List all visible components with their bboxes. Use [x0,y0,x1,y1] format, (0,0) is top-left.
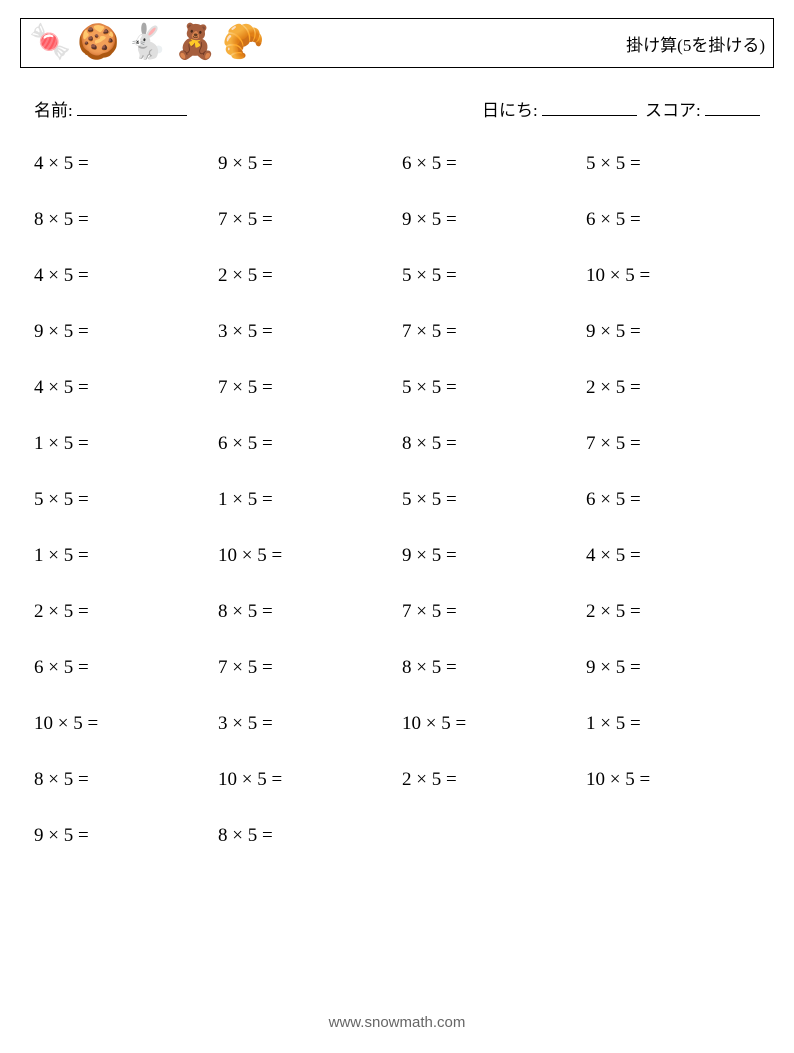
problem-cell: 9 × 5 = [402,209,576,231]
problem-cell: 9 × 5 = [586,657,760,679]
date-label: 日にち: [482,101,538,120]
score-label: スコア: [645,101,701,120]
problem-cell: 10 × 5 = [402,713,576,735]
meta-row: 名前: 日にち: スコア: [34,96,760,121]
problem-cell: 2 × 5 = [402,769,576,791]
problem-cell [402,825,576,847]
problem-cell: 2 × 5 = [34,601,208,623]
problem-cell: 1 × 5 = [34,433,208,455]
problem-cell: 3 × 5 = [218,321,392,343]
problem-cell: 9 × 5 = [34,321,208,343]
worksheet-title: 掛け算(5を掛ける) [626,31,765,56]
problem-cell: 8 × 5 = [34,209,208,231]
problem-cell: 10 × 5 = [218,545,392,567]
problem-cell: 9 × 5 = [34,825,208,847]
problem-cell: 4 × 5 = [34,153,208,175]
problem-cell [586,825,760,847]
score-blank[interactable] [705,99,760,116]
problem-cell: 10 × 5 = [586,265,760,287]
problem-cell: 10 × 5 = [34,713,208,735]
name-blank[interactable] [77,99,187,116]
problem-cell: 8 × 5 = [218,825,392,847]
problem-cell: 6 × 5 = [586,489,760,511]
name-field: 名前: [34,96,187,121]
problem-cell: 1 × 5 = [218,489,392,511]
problem-cell: 5 × 5 = [402,265,576,287]
problem-cell: 7 × 5 = [218,209,392,231]
problem-cell: 7 × 5 = [218,377,392,399]
cookie-icon: 🍪 [77,26,119,60]
teddy-icon: 🧸 [174,26,216,60]
footer-url: www.snowmath.com [0,1014,794,1031]
problem-cell: 8 × 5 = [218,601,392,623]
problem-cell: 5 × 5 = [402,489,576,511]
problem-cell: 1 × 5 = [34,545,208,567]
problem-cell: 7 × 5 = [402,321,576,343]
problem-cell: 10 × 5 = [586,769,760,791]
candy-icon: 🍬 [29,26,71,60]
problem-cell: 4 × 5 = [34,377,208,399]
problem-cell: 10 × 5 = [218,769,392,791]
problem-cell: 2 × 5 = [586,601,760,623]
score-field: スコア: [645,96,760,121]
problem-cell: 9 × 5 = [402,545,576,567]
problem-cell: 4 × 5 = [34,265,208,287]
problem-cell: 6 × 5 = [402,153,576,175]
problem-cell: 7 × 5 = [586,433,760,455]
problem-cell: 4 × 5 = [586,545,760,567]
problem-cell: 7 × 5 = [402,601,576,623]
problem-cell: 8 × 5 = [402,657,576,679]
problem-cell: 6 × 5 = [34,657,208,679]
date-field: 日にち: [482,96,637,121]
name-label: 名前: [34,101,73,120]
problem-cell: 8 × 5 = [34,769,208,791]
problem-cell: 3 × 5 = [218,713,392,735]
header-box: 🍬 🍪 🐇 🧸 🥐 掛け算(5を掛ける) [20,18,774,68]
problems-grid: 4 × 5 = 9 × 5 = 6 × 5 = 5 × 5 = 8 × 5 = 7 × 5… [34,153,760,847]
problem-cell: 5 × 5 = [586,153,760,175]
problem-cell: 6 × 5 = [218,433,392,455]
problem-cell: 9 × 5 = [218,153,392,175]
rabbit-icon: 🐇 [126,26,168,60]
header-icons: 🍬 🍪 🐇 🧸 🥐 [29,26,265,60]
date-blank[interactable] [542,99,637,116]
problem-cell: 2 × 5 = [218,265,392,287]
problem-cell: 6 × 5 = [586,209,760,231]
problem-cell: 5 × 5 = [402,377,576,399]
problem-cell: 9 × 5 = [586,321,760,343]
problem-cell: 8 × 5 = [402,433,576,455]
problem-cell: 5 × 5 = [34,489,208,511]
problem-cell: 7 × 5 = [218,657,392,679]
problem-cell: 2 × 5 = [586,377,760,399]
croissant-icon: 🥐 [222,26,264,60]
problem-cell: 1 × 5 = [586,713,760,735]
